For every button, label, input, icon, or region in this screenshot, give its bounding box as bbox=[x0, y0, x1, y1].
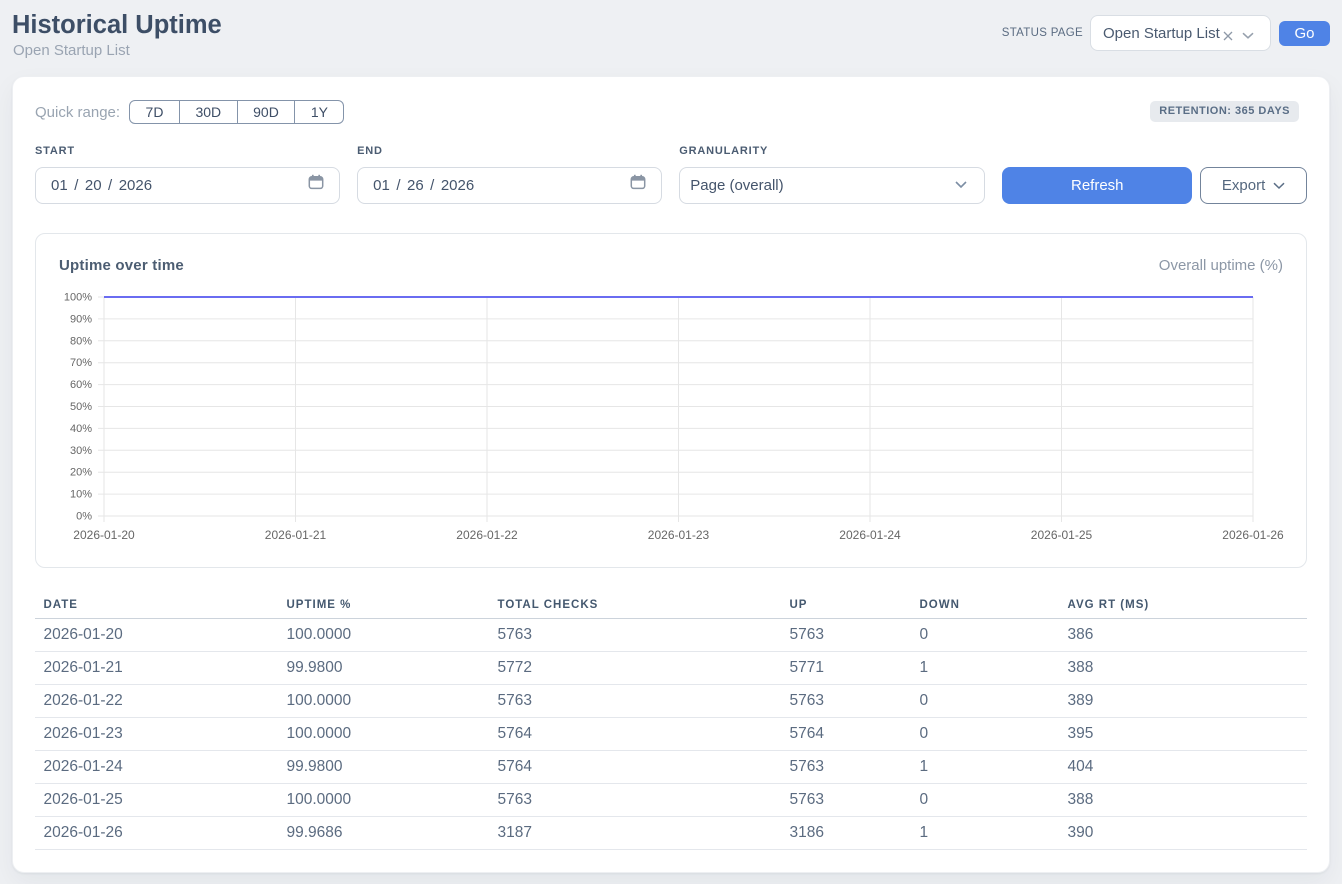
svg-text:2026-01-22: 2026-01-22 bbox=[456, 528, 518, 542]
svg-text:20%: 20% bbox=[70, 467, 92, 479]
svg-text:40%: 40% bbox=[70, 423, 92, 435]
svg-text:2026-01-23: 2026-01-23 bbox=[648, 528, 710, 542]
svg-text:0%: 0% bbox=[76, 511, 92, 523]
svg-text:10%: 10% bbox=[70, 489, 92, 501]
svg-text:100%: 100% bbox=[64, 292, 92, 304]
svg-text:30%: 30% bbox=[70, 445, 92, 457]
svg-text:50%: 50% bbox=[70, 401, 92, 413]
svg-text:80%: 80% bbox=[70, 335, 92, 347]
svg-text:2026-01-20: 2026-01-20 bbox=[73, 528, 135, 542]
svg-text:2026-01-21: 2026-01-21 bbox=[265, 528, 327, 542]
svg-text:70%: 70% bbox=[70, 357, 92, 369]
svg-text:2026-01-24: 2026-01-24 bbox=[839, 528, 901, 542]
svg-text:2026-01-25: 2026-01-25 bbox=[1031, 528, 1093, 542]
svg-text:60%: 60% bbox=[70, 379, 92, 391]
svg-text:2026-01-26: 2026-01-26 bbox=[1222, 528, 1284, 542]
svg-text:90%: 90% bbox=[70, 313, 92, 325]
